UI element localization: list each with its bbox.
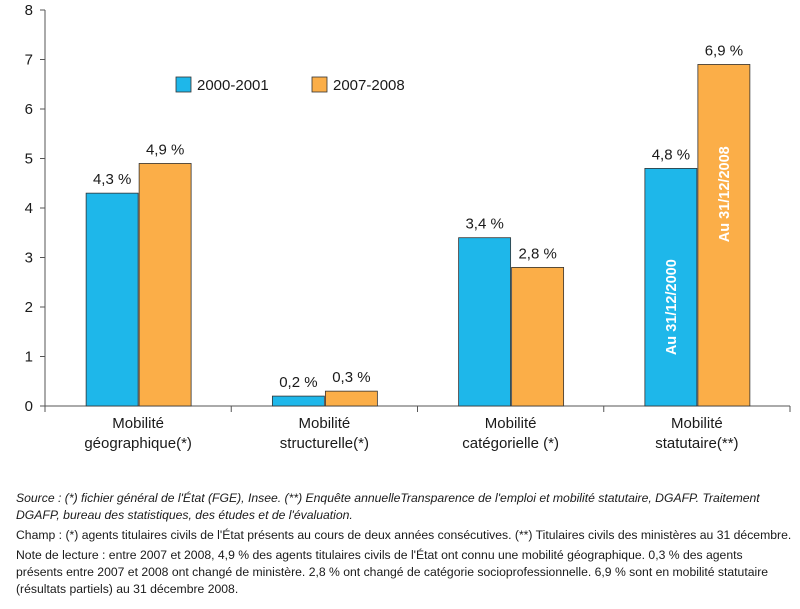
legend-swatch-2000-2001	[175, 76, 192, 93]
bar-chart: 0 1 2 3 4 5 6 7 8 4,3 % 4,9 % Mobilité géographique(…	[25, 2, 791, 452]
bar-annotation: Au 31/12/2000	[664, 259, 680, 355]
x-tick-label: géographique(*)	[84, 435, 192, 452]
bar-2007-2008-1	[324, 390, 378, 407]
y-tick-label: 6	[25, 101, 33, 118]
y-tick-label: 8	[25, 2, 33, 19]
data-label: 0,3 %	[332, 369, 370, 386]
scope-note: Champ : (*) agents titulaires civils de …	[16, 528, 792, 542]
x-tick-label: structurelle(*)	[280, 435, 369, 452]
bar-2000-2001-3	[644, 167, 698, 407]
y-tick-label: 7	[25, 52, 33, 69]
bar-2000-2001-2	[458, 237, 512, 407]
bar-2000-2001-0	[85, 192, 139, 407]
y-tick-label: 2	[25, 299, 33, 316]
bar-2007-2008-2	[511, 266, 565, 407]
y-tick-label: 1	[25, 349, 33, 366]
bar-annotation: Au 31/12/2008	[717, 146, 733, 242]
x-tick-label: Mobilité	[112, 415, 164, 432]
legend-swatch-2007-2008	[311, 76, 328, 93]
bar-2007-2008-0	[138, 163, 192, 407]
data-label: 4,3 %	[93, 171, 131, 188]
bar-2007-2008-3	[697, 64, 751, 407]
y-tick-label: 3	[25, 250, 33, 267]
data-label: 0,2 %	[279, 374, 317, 391]
legend-label: 2000-2001	[197, 77, 269, 94]
data-label: 4,9 %	[146, 141, 184, 158]
data-label: 2,8 %	[518, 245, 556, 262]
data-label: 6,9 %	[705, 42, 743, 59]
x-tick-label: catégorielle (*)	[462, 435, 559, 452]
x-tick-label: Mobilité	[485, 415, 537, 432]
reading-note: Note de lecture : entre 2007 et 2008, 4,…	[16, 548, 769, 596]
data-label: 3,4 %	[465, 216, 503, 233]
chart-notes: Source : (*) fichier général de l'État (…	[16, 490, 792, 601]
legend-label: 2007-2008	[333, 77, 405, 94]
x-tick-label: Mobilité	[299, 415, 351, 432]
y-tick-label: 4	[25, 200, 33, 217]
x-tick-label: statutaire(**)	[655, 435, 738, 452]
x-tick-label: Mobilité	[671, 415, 723, 432]
y-tick-label: 0	[25, 398, 33, 415]
y-tick-label: 5	[25, 151, 33, 168]
source-note: Source : (*) fichier général de l'État (…	[16, 491, 760, 522]
bar-2000-2001-1	[271, 395, 325, 407]
data-label: 4,8 %	[652, 146, 690, 163]
